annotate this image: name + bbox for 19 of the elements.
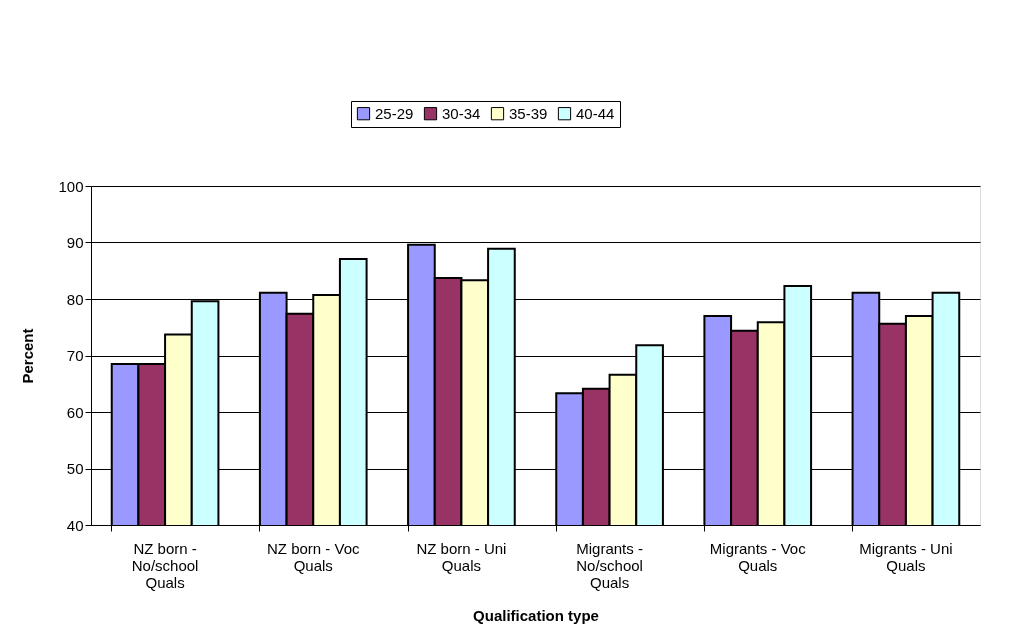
x-tick-label: Migrants - Voc Quals (709, 539, 807, 574)
legend-label: 40-44 (576, 104, 615, 122)
y-tick-label: 70 (66, 347, 84, 364)
x-tick-label: NZ born - Voc Quals (266, 539, 361, 574)
y-tick-label: 60 (66, 403, 84, 421)
y-axis-title: Percent (19, 328, 37, 384)
y-tick-label: 50 (66, 460, 84, 477)
legend-label: 25-29 (375, 104, 414, 122)
x-tick-label: Migrants - Uni Quals (859, 539, 953, 574)
x-tick-label: NZ born - No/school Quals (131, 539, 199, 591)
y-tick-label: 100 (58, 177, 84, 195)
y-tick-label: 40 (66, 516, 84, 534)
x-axis-title: Qualification type (473, 606, 599, 624)
legend-label: 35-39 (509, 104, 548, 122)
x-tick-label: NZ born - Uni Quals (416, 539, 507, 574)
y-tick-label: 80 (66, 290, 84, 308)
legend-label: 30-34 (442, 104, 481, 122)
x-tick-label: Migrants - No/school Quals (576, 539, 643, 591)
y-tick-label: 90 (66, 234, 84, 251)
